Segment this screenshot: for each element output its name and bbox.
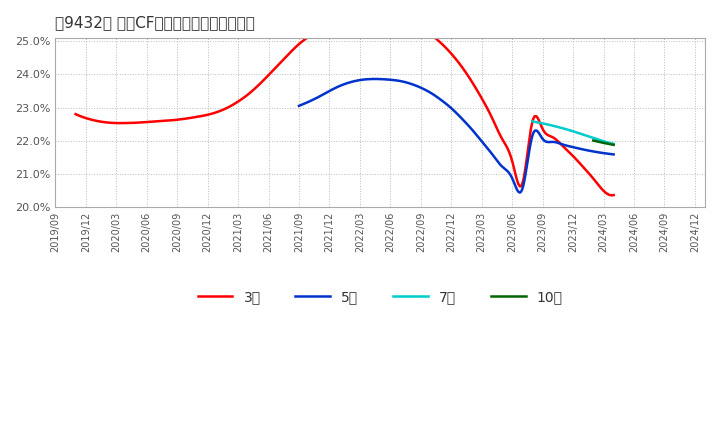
5年 [609,152,618,157]
7年 [576,131,585,136]
5年 [483,146,492,151]
Text: ［9432］ 営業CFマージンの平均値の推移: ［9432］ 営業CFマージンの平均値の推移 [55,15,255,30]
5年 [562,143,571,148]
10年 [589,138,598,143]
3年 [402,21,411,26]
Legend: 3年, 5年, 7年, 10年: 3年, 5年, 7年, 10年 [192,284,568,309]
7年 [577,132,586,137]
7年 [528,119,537,124]
7年 [577,131,585,136]
5年 [296,103,305,108]
5年 [516,190,524,195]
3年 [609,192,618,198]
7年 [602,139,611,145]
3年 [71,111,80,117]
Line: 5年: 5年 [299,79,613,193]
3年 [392,19,400,24]
3年 [608,193,616,198]
3年 [73,112,81,117]
5年 [370,77,379,82]
10年 [599,140,608,146]
5年 [582,147,590,153]
10年 [609,142,618,147]
3年 [364,17,373,22]
7年 [528,119,536,124]
7年 [597,138,606,143]
7年 [609,141,618,147]
5年 [482,144,490,150]
3年 [393,19,402,24]
Line: 10年: 10年 [593,140,613,145]
3年 [561,146,570,151]
Line: 7年: 7年 [532,121,613,144]
Line: 3年: 3年 [76,20,613,195]
5年 [294,103,303,109]
3年 [526,126,535,132]
5年 [488,152,497,158]
